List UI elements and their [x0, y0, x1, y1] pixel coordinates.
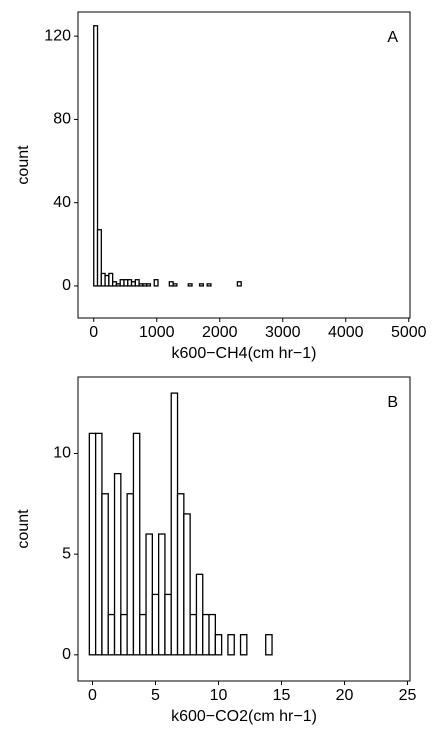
x-tick-label: 15 — [273, 687, 291, 704]
x-axis-title: k600−CO2(cm hr−1) — [171, 708, 317, 725]
bar — [146, 283, 152, 287]
bar — [187, 283, 193, 287]
plot-frame — [77, 11, 411, 319]
bar — [108, 272, 114, 287]
bar — [139, 613, 147, 656]
bar — [214, 634, 223, 656]
y-tick-label: 80 — [53, 111, 71, 128]
bar — [172, 283, 178, 287]
x-tick-label: 0 — [89, 324, 98, 341]
bar — [198, 283, 205, 287]
panel-label: B — [387, 394, 398, 411]
bar — [157, 533, 166, 656]
x-axis-title: k600−CH4(cm hr−1) — [172, 345, 317, 362]
bar — [88, 432, 97, 656]
bar — [183, 513, 191, 656]
bar — [208, 613, 216, 656]
x-tick-label: 3000 — [265, 324, 301, 341]
bar — [265, 634, 273, 656]
bar — [189, 613, 198, 656]
bar — [227, 634, 235, 656]
bar — [94, 432, 103, 656]
bar — [145, 533, 153, 656]
bar — [134, 279, 140, 287]
bar — [164, 593, 172, 656]
bar — [120, 613, 128, 656]
x-tick-label: 5000 — [391, 324, 427, 341]
bar — [202, 613, 210, 656]
x-tick-label: 1000 — [139, 324, 175, 341]
y-tick-label: 5 — [62, 545, 71, 562]
bar — [239, 634, 248, 656]
panel-label: A — [387, 29, 398, 46]
bar — [151, 593, 160, 656]
x-tick-label: 20 — [336, 687, 354, 704]
x-tick-label: 10 — [210, 687, 228, 704]
y-tick-label: 0 — [62, 277, 71, 294]
bar — [132, 432, 141, 656]
y-tick-label: 120 — [44, 27, 71, 44]
x-tick-label: 25 — [399, 687, 417, 704]
bar — [101, 493, 109, 656]
bar — [170, 392, 179, 656]
y-axis-title: count — [15, 509, 32, 549]
y-tick-label: 40 — [53, 194, 71, 211]
y-tick-label: 10 — [53, 445, 71, 462]
bar — [93, 25, 99, 287]
bar — [126, 493, 135, 656]
bar — [107, 613, 116, 656]
bar — [236, 281, 242, 287]
x-tick-label: 4000 — [328, 324, 364, 341]
bar — [153, 279, 159, 287]
y-axis-title: count — [15, 145, 32, 185]
bar — [96, 229, 102, 287]
x-tick-label: 0 — [88, 687, 97, 704]
y-tick-label: 0 — [62, 646, 71, 663]
bar — [113, 472, 122, 656]
x-tick-label: 5 — [151, 687, 160, 704]
bar — [176, 493, 185, 656]
plot-frame — [77, 376, 411, 682]
bar — [195, 573, 204, 656]
bar — [206, 283, 212, 287]
x-tick-label: 2000 — [202, 324, 238, 341]
